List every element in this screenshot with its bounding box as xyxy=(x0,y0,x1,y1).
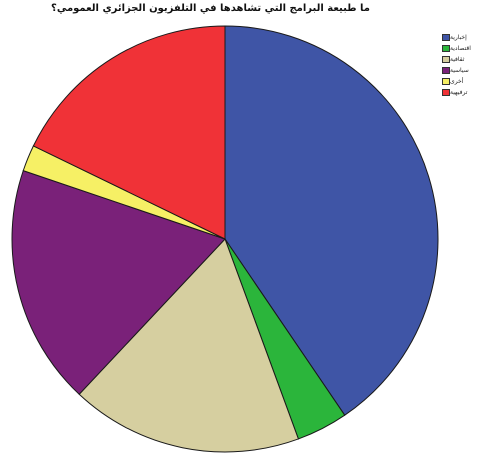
pie-slices xyxy=(11,25,439,453)
legend-label: ثقافية xyxy=(450,55,465,63)
legend-swatch xyxy=(442,77,450,85)
legend-label: ترفيهية xyxy=(450,88,468,96)
legend-item: ثقافية xyxy=(440,54,471,64)
chart-title: ما طبيعة البرامج التي تشاهدها في التلفزي… xyxy=(51,3,370,14)
legend-swatch xyxy=(442,88,450,96)
legend-swatch xyxy=(442,33,450,41)
pie-slice-3 xyxy=(78,238,300,453)
legend-swatch xyxy=(442,66,450,74)
legend-item: اقتصادية xyxy=(440,43,471,53)
legend-label: سياسية xyxy=(450,66,469,74)
legend-swatch xyxy=(442,44,450,52)
legend-item: ترفيهية xyxy=(440,87,471,97)
legend-item: إخبارية xyxy=(440,32,471,42)
legend-label: أخرى xyxy=(450,77,464,85)
legend: إخبارية اقتصادية ثقافية سياسية أخرى ترفيهية xyxy=(440,32,471,98)
pie-slice-1 xyxy=(224,25,439,416)
legend-label: اقتصادية xyxy=(450,44,471,52)
pie-slice-4 xyxy=(11,170,226,395)
legend-item: أخرى xyxy=(440,76,471,86)
legend-label: إخبارية xyxy=(450,33,467,41)
pie-slice-6 xyxy=(32,25,226,240)
legend-item: سياسية xyxy=(440,65,471,75)
legend-swatch xyxy=(442,55,450,63)
